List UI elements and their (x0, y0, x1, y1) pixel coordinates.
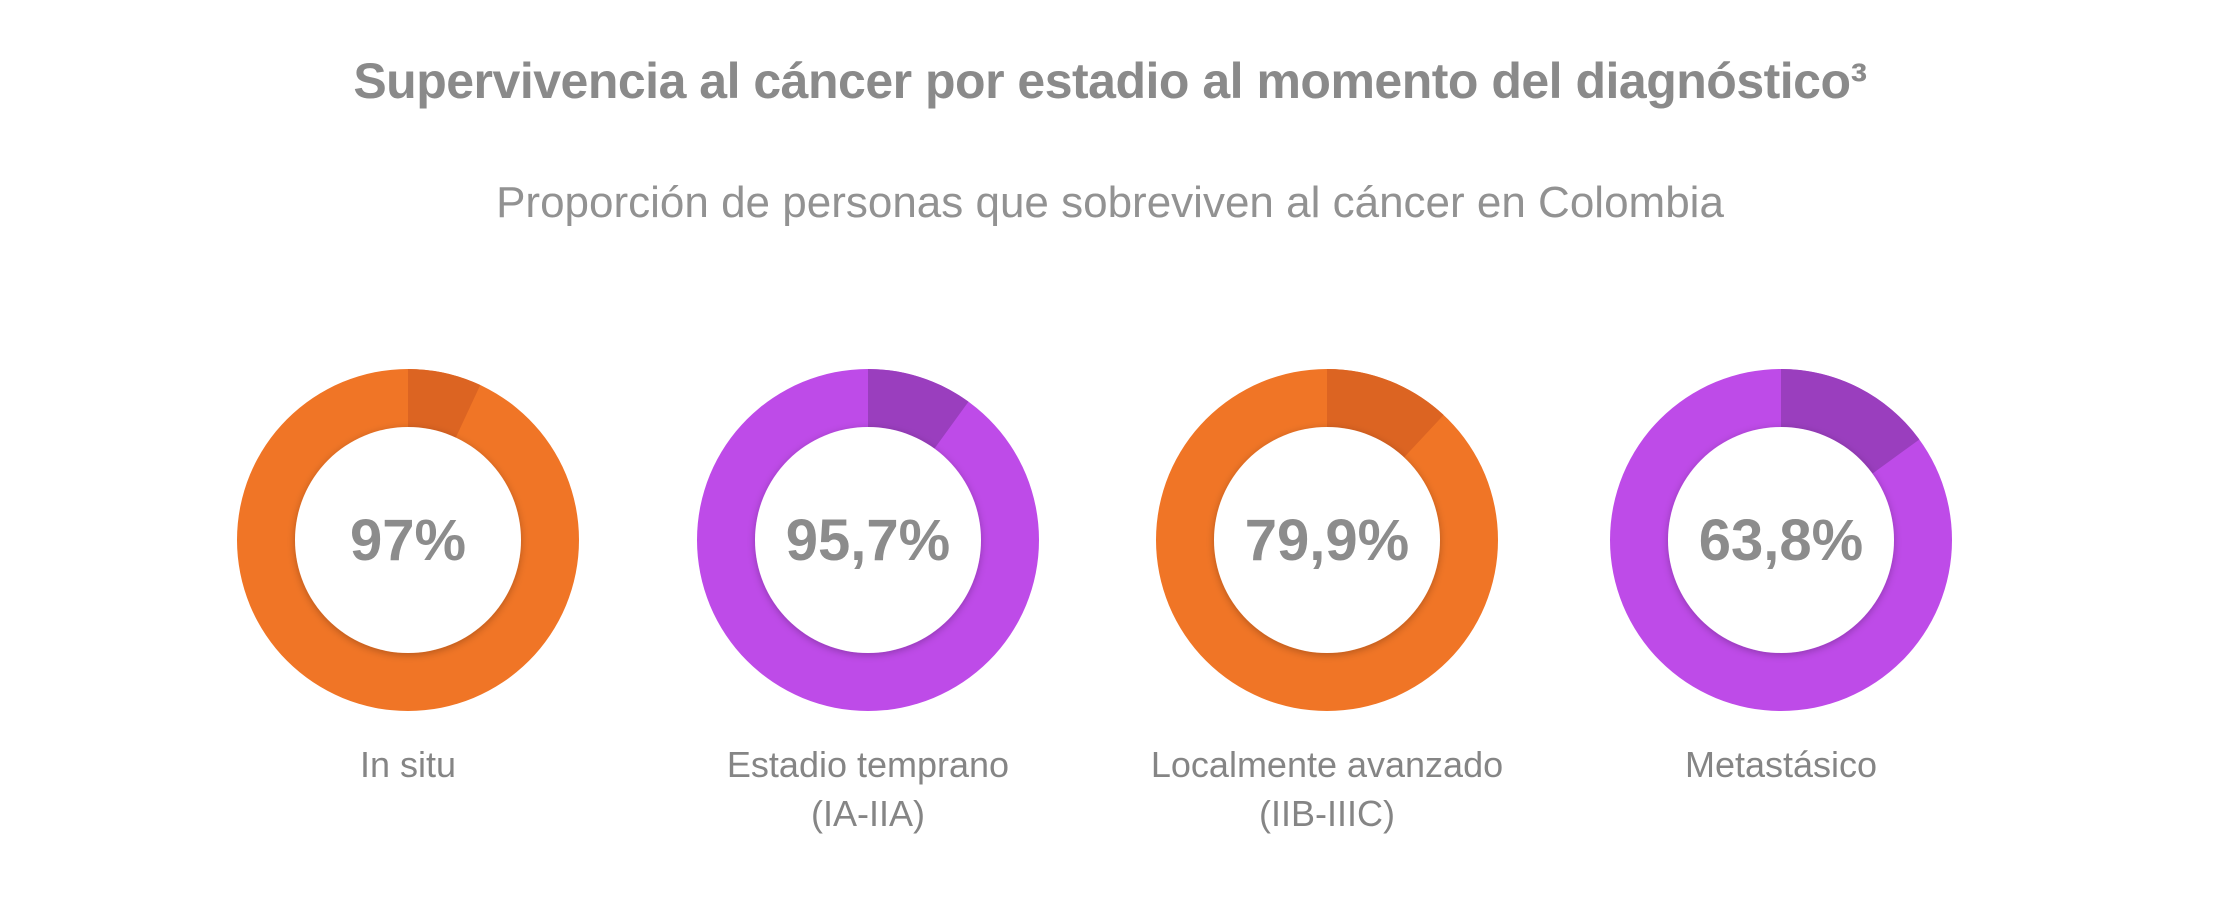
donut-accent-segment (1781, 369, 1920, 474)
donut-hole (295, 427, 521, 653)
category-label: Localmente avanzado (IIB-IIIC) (1117, 740, 1537, 838)
category-label-main: Localmente avanzado (1150, 744, 1504, 785)
donut-1: 95,7% (697, 369, 1039, 711)
chart-title: Supervivencia al cáncer por estadio al m… (353, 53, 1867, 109)
donut-hole (1214, 427, 1440, 653)
donut-accent-segment (1327, 369, 1444, 458)
chart-subtitle: Proporción de personas que sobreviven al… (496, 178, 1724, 227)
value-label: 79,9% (1245, 508, 1409, 573)
donut-accent-segment (408, 369, 481, 438)
category-label: In situ (198, 740, 618, 789)
donut-2: 79,9% (1156, 369, 1498, 711)
category-label-sub: (IA-IIA) (811, 793, 925, 834)
donut-hole (1668, 427, 1894, 653)
category-label-main: Estadio temprano (726, 744, 1010, 785)
value-label: 97% (350, 508, 466, 573)
category-label-main: Metastásico (1684, 744, 1878, 785)
category-label-sub: (IIB-IIIC) (1259, 793, 1395, 834)
category-label: Estadio temprano (IA-IIA) (658, 740, 1078, 838)
value-label: 63,8% (1699, 508, 1863, 573)
donut-0: 97% (237, 369, 579, 711)
donut-accent-segment (868, 369, 969, 449)
category-label-main: In situ (359, 744, 457, 785)
value-label: 95,7% (786, 508, 950, 573)
donut-3: 63,8% (1610, 369, 1952, 711)
donut-hole (755, 427, 981, 653)
category-label: Metastásico (1571, 740, 1991, 789)
